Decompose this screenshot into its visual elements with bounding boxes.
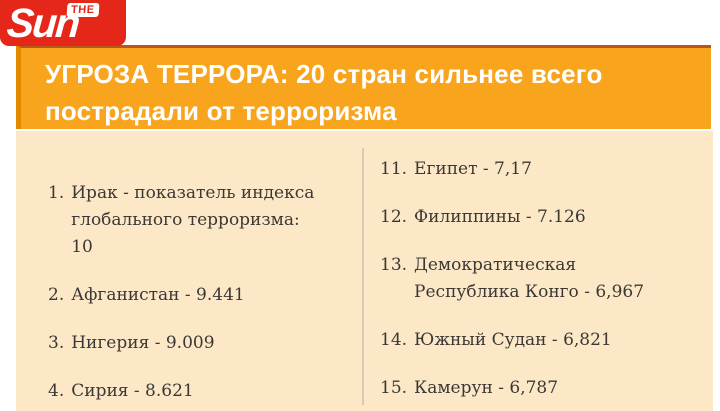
- headline-title: УГРОЗА ТЕРРОРА: 20 стран сильнее всего п…: [45, 59, 603, 126]
- item-rank: 1.: [48, 183, 65, 203]
- item-rank: 15.: [380, 378, 408, 398]
- item-text: Афганистан - 9.441: [71, 285, 245, 305]
- item-text: Южный Судан - 6,821: [414, 330, 612, 350]
- item-rank: 2.: [48, 285, 65, 305]
- item-text: Демократическая Республика Конго - 6,967: [414, 255, 645, 302]
- rank-list-left: 1. Ирак - показатель индекса глобального…: [48, 131, 348, 411]
- item-rank: 12.: [380, 207, 408, 227]
- item-text: Камерун - 6,787: [414, 378, 559, 398]
- content-area: 1. Ирак - показатель индекса глобального…: [16, 131, 713, 411]
- list-item: 4. Сирия - 8.621: [48, 378, 348, 405]
- list-item: 15. Камерун - 6,787: [380, 375, 690, 402]
- list-item: 1. Ирак - показатель индекса глобального…: [48, 180, 348, 261]
- item-rank: 4.: [48, 381, 65, 401]
- list-item: 13. Демократическая Республика Конго - 6…: [380, 252, 690, 306]
- column-divider: [362, 148, 364, 405]
- headline-banner: УГРОЗА ТЕРРОРА: 20 стран сильнее всего п…: [16, 45, 711, 129]
- the-badge: THE: [66, 3, 99, 17]
- list-item: 12. Филиппины - 7.126: [380, 204, 690, 231]
- list-item: 2. Афганистан - 9.441: [48, 282, 348, 309]
- list-item: 14. Южный Судан - 6,821: [380, 327, 690, 354]
- item-text: Филиппины - 7.126: [414, 207, 586, 227]
- item-text: Египет - 7,17: [414, 159, 532, 179]
- masthead: Sun THE: [0, 0, 720, 46]
- the-sun-logo[interactable]: Sun THE: [0, 0, 126, 46]
- list-item: 11. Египет - 7,17: [380, 156, 690, 183]
- item-rank: 3.: [48, 333, 65, 353]
- rank-list-right: 11. Египет - 7,17 12. Филиппины - 7.126 …: [380, 131, 690, 411]
- list-item: 3. Нигерия - 9.009: [48, 330, 348, 357]
- item-rank: 13.: [380, 255, 408, 275]
- item-text: Сирия - 8.621: [71, 381, 194, 401]
- item-rank: 14.: [380, 330, 408, 350]
- item-text: Ирак - показатель индекса глобального те…: [71, 183, 315, 257]
- item-rank: 11.: [380, 159, 408, 179]
- item-text: Нигерия - 9.009: [71, 333, 215, 353]
